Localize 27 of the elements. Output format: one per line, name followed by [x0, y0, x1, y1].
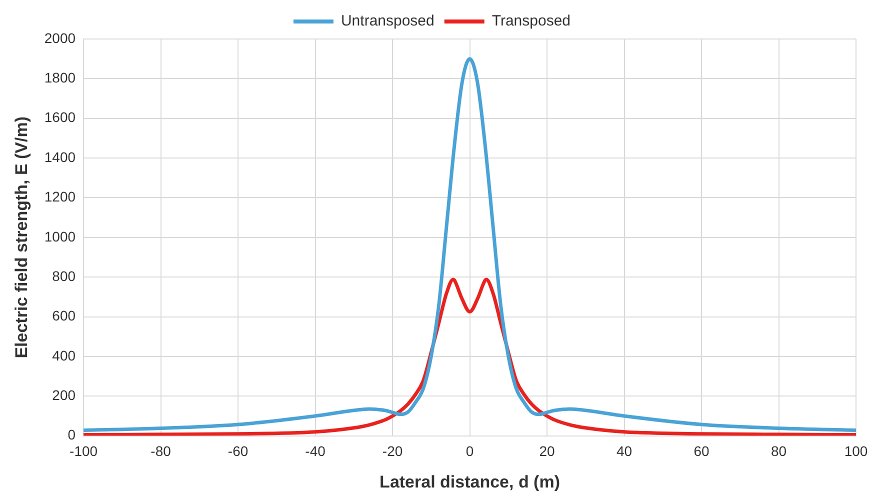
line-series: [84, 57, 856, 432]
legend-label: Transposed: [492, 12, 571, 30]
x-tick-label: 0: [466, 443, 474, 460]
x-tick-label: 40: [616, 443, 632, 460]
x-tick-label: -100: [70, 443, 98, 460]
y-tick-label: 2000: [44, 30, 76, 46]
y-tick-label: 1600: [44, 109, 76, 126]
x-tick-label: -40: [305, 443, 326, 460]
x-tick-label: 60: [694, 443, 710, 460]
y-tick-label: 1200: [44, 188, 76, 205]
y-axis-title: Electric field strength, E (V/m): [12, 116, 31, 358]
x-axis-title: Lateral distance, d (m): [380, 472, 560, 492]
x-tick-label: 20: [539, 443, 556, 460]
x-tick-label: -60: [228, 443, 248, 460]
y-tick-label: 600: [52, 308, 76, 324]
y-tick-label: 1400: [44, 148, 76, 165]
y-tick-label: 400: [52, 347, 76, 364]
x-tick-label: 100: [844, 443, 868, 460]
x-tick-label: 80: [770, 443, 787, 460]
y-tick-label: 1000: [44, 228, 76, 244]
y-tick-label: 0: [68, 426, 76, 443]
y-tick-label: 1800: [44, 70, 76, 86]
y-tick-label: 800: [52, 268, 76, 284]
x-tick-label: -20: [382, 443, 403, 460]
legend-label: Untransposed: [340, 12, 434, 30]
y-tick-label: 200: [52, 386, 76, 403]
x-tick-label: -80: [150, 443, 172, 460]
